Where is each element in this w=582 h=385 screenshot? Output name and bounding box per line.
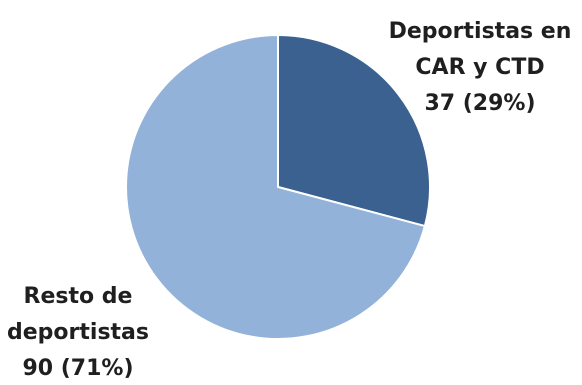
pie-slices bbox=[125, 34, 431, 340]
slice-value-resto-deportistas: 90 (71%) bbox=[22, 356, 133, 381]
slice-label-deportistas-car-ctd-line-2: CAR y CTD bbox=[415, 55, 544, 80]
slice-label-group-deportistas-car-ctd: Deportistas en CAR y CTD 37 (29%) bbox=[389, 19, 572, 116]
slice-label-resto-deportistas-line-2: deportistas bbox=[7, 320, 149, 345]
slice-label-group-resto-deportistas: Resto de deportistas 90 (71%) bbox=[7, 284, 149, 381]
slice-value-deportistas-car-ctd: 37 (29%) bbox=[424, 91, 535, 116]
pie-slice-resto-deportistas bbox=[125, 34, 426, 340]
slice-label-resto-deportistas-line-1: Resto de bbox=[24, 284, 133, 309]
slice-label-deportistas-car-ctd-line-1: Deportistas en bbox=[389, 19, 572, 44]
pie-slice-deportistas-car-ctd bbox=[277, 34, 431, 228]
